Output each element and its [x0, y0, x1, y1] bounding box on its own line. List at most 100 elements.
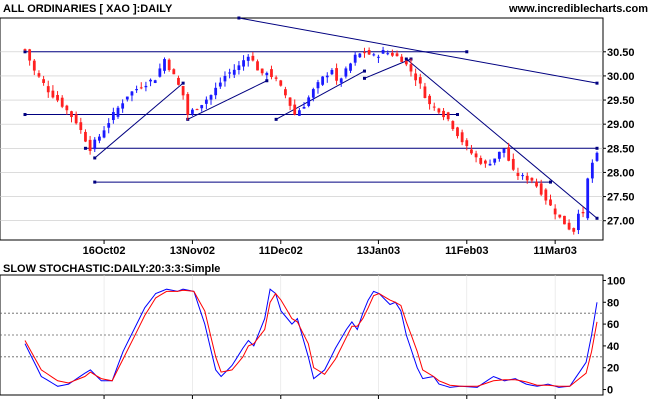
candle-body — [372, 54, 376, 56]
candle-body — [535, 181, 538, 187]
price-y-tick-label: 30.50 — [607, 47, 635, 59]
candle-body — [428, 95, 431, 105]
candle-body — [321, 76, 325, 85]
candle-body — [139, 87, 143, 89]
candle-body — [144, 85, 148, 88]
candle-body — [302, 107, 306, 109]
candle-body — [130, 91, 134, 96]
candlestick-series — [23, 46, 599, 235]
candle-body — [404, 60, 408, 65]
candle-body — [325, 75, 329, 78]
stochastic-y-tick-label: 100 — [607, 275, 625, 287]
candle-body — [79, 122, 83, 131]
x-tick-label: 11Dec02 — [259, 245, 303, 257]
candle-body — [223, 75, 227, 82]
candle-body — [353, 54, 357, 63]
candle-body — [246, 56, 250, 61]
price-y-tick-label: 29.50 — [607, 95, 635, 107]
trend-line-handle — [23, 50, 27, 54]
candle-body — [549, 199, 552, 206]
stochastic-plot-border — [0, 274, 604, 396]
candle-body — [135, 89, 139, 91]
candle-body — [270, 69, 273, 78]
candle-body — [395, 53, 399, 57]
trend-line-handle — [274, 117, 278, 121]
price-y-axis: 30.50 30.00 29.50 29.00 28.50 28.00 27.50 27.00 — [603, 47, 635, 228]
candle-body — [577, 213, 580, 231]
trend-line-handle — [265, 79, 269, 83]
candle-body — [381, 49, 385, 54]
candle-body — [507, 147, 511, 161]
candle-body — [595, 152, 599, 161]
candle-body — [84, 131, 87, 142]
candle-body — [572, 228, 576, 232]
candle-body — [470, 149, 473, 154]
candle-body — [209, 95, 213, 100]
candle-body — [88, 139, 92, 151]
candle-body — [525, 175, 529, 181]
trend-line-handle — [362, 69, 366, 73]
candle-body — [330, 69, 334, 75]
candle-body — [400, 56, 404, 62]
candle-body — [23, 49, 27, 51]
candle-body — [74, 114, 78, 124]
candle-body — [497, 151, 501, 159]
candle-body — [204, 99, 208, 104]
candle-body — [177, 77, 180, 85]
x-tick-label: 11Feb03 — [445, 245, 488, 257]
candle-body — [256, 61, 259, 71]
candle-body — [409, 64, 413, 72]
stochastic-reference-lines — [0, 312, 603, 358]
price-chart-title: ALL ORDINARIES [ XAO ]:DAILY — [3, 3, 173, 15]
watermark-text: www.incrediblecharts.com — [508, 3, 648, 15]
trend-line-handle — [595, 216, 599, 220]
trend-line-downtrend-steep — [406, 58, 598, 219]
candle-body — [307, 97, 311, 106]
trend-line-handle — [548, 180, 552, 184]
candle-body — [288, 97, 292, 106]
price-y-tick-label: 30.00 — [607, 71, 635, 83]
candle-body — [460, 132, 464, 143]
candle-body — [349, 63, 352, 71]
candle-body — [70, 111, 73, 117]
candle-body — [367, 50, 371, 55]
candle-body — [98, 136, 101, 141]
stochastic-y-tick-label: 40 — [607, 341, 619, 353]
price-y-tick-label: 29.00 — [607, 119, 635, 131]
trend-line-handle — [93, 180, 97, 184]
candle-body — [191, 109, 194, 114]
price-y-tick-label: 28.50 — [607, 143, 635, 155]
trend-line-handle — [465, 50, 469, 54]
candle-body — [107, 123, 111, 128]
candle-body — [386, 53, 390, 55]
candle-body — [279, 80, 283, 86]
candle-body — [186, 94, 190, 115]
candle-body — [456, 127, 459, 137]
candle-body — [488, 163, 492, 166]
price-plot-border — [0, 17, 604, 241]
trend-line-downtrend-long — [238, 17, 598, 84]
trend-line-uptrend-4 — [364, 58, 412, 79]
stochastic-d-line — [24, 289, 598, 387]
stochastic-title: SLOW STOCHASTIC:DAILY:20:3:3:Simple — [3, 263, 220, 275]
candle-body — [442, 110, 445, 118]
candle-body — [232, 69, 236, 75]
candle-body — [251, 55, 255, 61]
trend-line-handle — [404, 57, 408, 61]
price-y-tick-label: 28.00 — [607, 167, 635, 179]
stochastic-y-tick-label: 80 — [607, 297, 619, 309]
x-tick-label: 16Oct02 — [83, 245, 126, 257]
candle-body — [158, 68, 162, 77]
candle-body — [502, 148, 506, 153]
candle-body — [316, 82, 320, 89]
trend-line-handle — [595, 81, 599, 85]
candle-body — [242, 60, 245, 67]
candle-body — [567, 222, 571, 230]
stochastic-y-tick-label: 60 — [607, 319, 619, 331]
price-panel: 30.50 30.00 29.50 29.00 28.50 28.00 27.50 27.00… — [0, 3, 648, 399]
trend-line-handle — [23, 113, 27, 117]
trend-line-handle — [595, 146, 599, 150]
candle-body — [563, 215, 566, 225]
trend-lines — [23, 16, 599, 220]
trend-line-handle — [93, 156, 97, 160]
